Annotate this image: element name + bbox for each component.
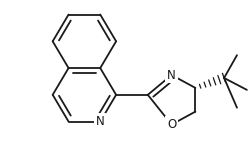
Text: O: O: [166, 118, 175, 131]
Text: N: N: [167, 69, 175, 81]
Text: N: N: [96, 115, 104, 128]
